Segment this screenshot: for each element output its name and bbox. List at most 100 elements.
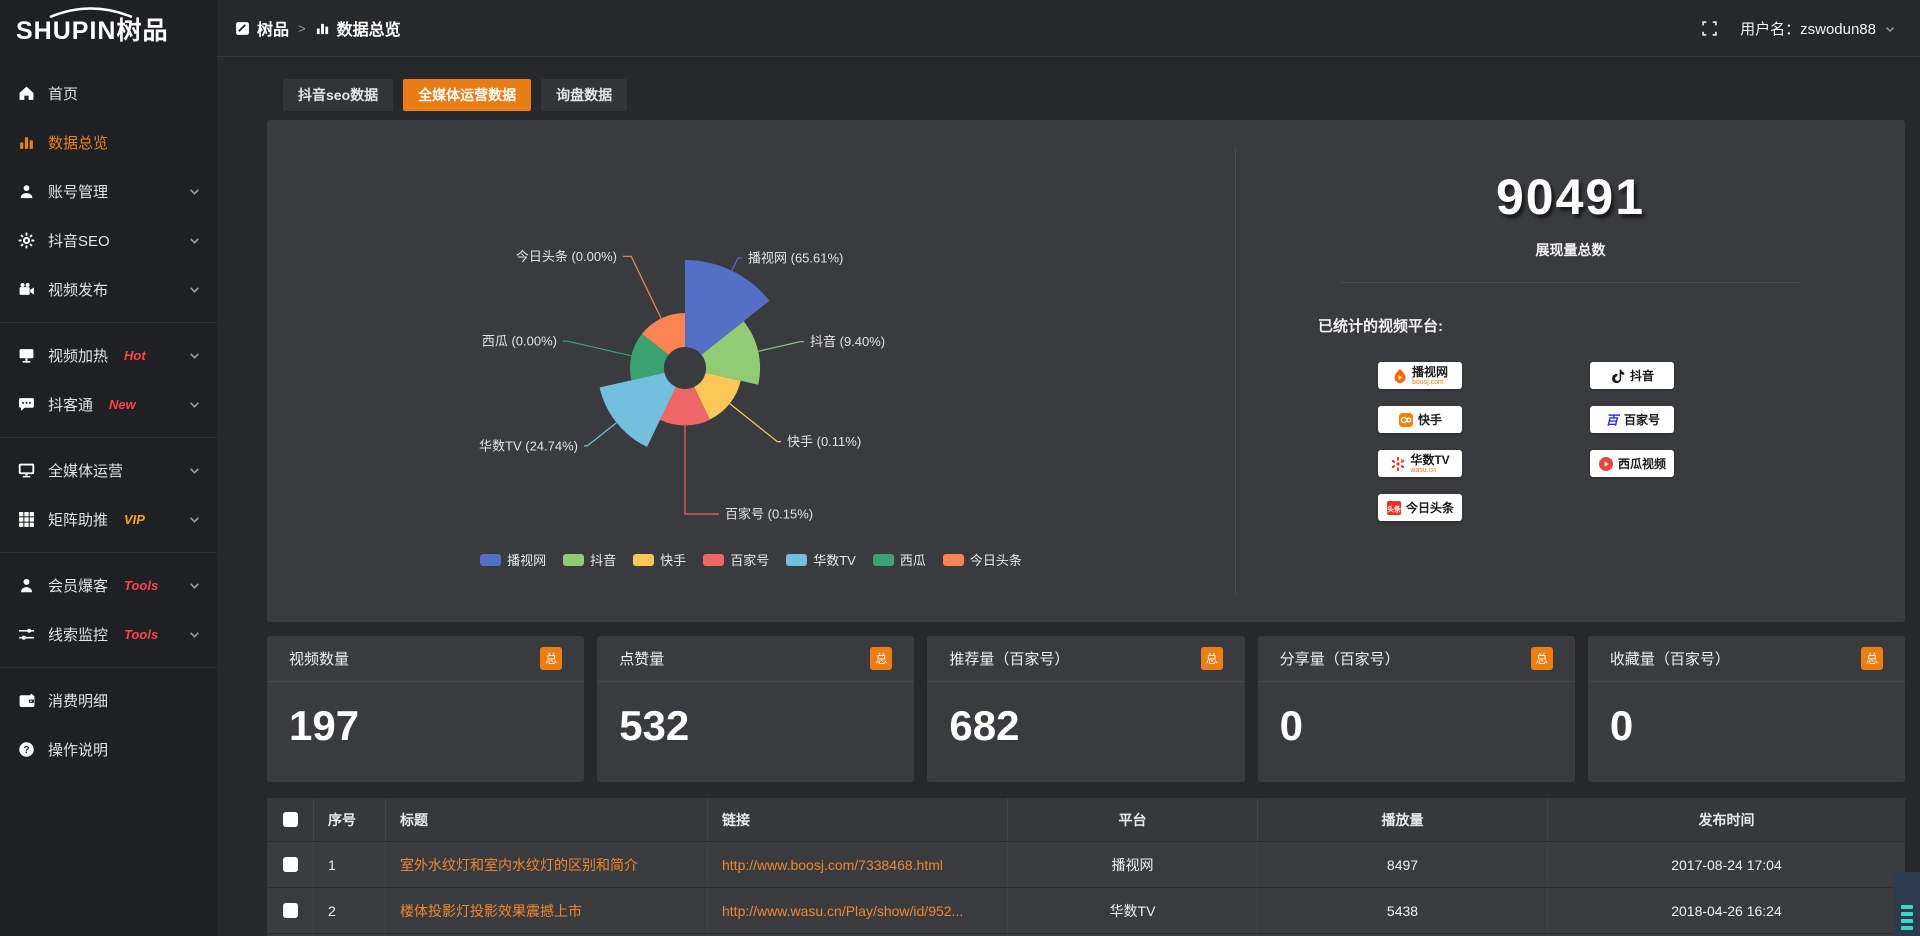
legend-swatch	[872, 553, 894, 566]
pie-slice-播视网[interactable]	[685, 260, 770, 355]
username-label: 用户名：zswodun88	[1740, 20, 1876, 38]
total-badge: 总	[540, 647, 563, 670]
stat-card-value: 0	[1279, 702, 1303, 749]
platform-badge-西瓜视频: 西瓜视频	[1590, 450, 1674, 477]
pie-label-line	[684, 425, 719, 515]
legend-item-播视网[interactable]: 播视网	[480, 550, 546, 569]
chevron-down-icon	[188, 513, 201, 526]
breadcrumb-item-current[interactable]: 数据总览	[336, 22, 401, 39]
pie-slice-西瓜[interactable]	[630, 333, 669, 381]
platform-name: 播视网	[1411, 364, 1448, 379]
legend-item-华数TV[interactable]: 华数TV	[786, 550, 856, 569]
user-icon	[18, 183, 35, 200]
sidebar-item-tag: Tools	[124, 578, 159, 593]
stat-card-收藏量（百家号）: 收藏量（百家号） 总 0	[1587, 636, 1906, 782]
video-url-link[interactable]: http://www.wasu.cn/Play/show/id/952...	[722, 902, 964, 919]
total-badge: 总	[1200, 647, 1223, 670]
sidebar-item-视频发布[interactable]: 视频发布	[0, 265, 217, 314]
pie-slice-今日头条[interactable]	[642, 313, 685, 355]
row-select-cell	[267, 888, 313, 933]
table-row-partial	[267, 933, 1905, 936]
select-all-cell	[267, 798, 313, 841]
row-checkbox[interactable]	[282, 903, 298, 918]
customer-service-widget[interactable]	[1894, 872, 1920, 936]
cell	[385, 934, 707, 936]
sidebar-item-会员爆客[interactable]: 会员爆客 Tools	[0, 561, 217, 610]
pie-slice-抖音[interactable]	[701, 321, 761, 385]
chevron-down-icon	[188, 464, 201, 477]
legend-item-百家号[interactable]: 百家号	[703, 550, 769, 569]
platform-subtext: wasu.cn	[1410, 466, 1437, 474]
sidebar-item-label: 线索监控	[48, 627, 109, 644]
wallet-icon	[18, 692, 35, 709]
tab-询盘数据[interactable]: 询盘数据	[541, 79, 628, 111]
pie-slice-华数TV[interactable]	[599, 372, 676, 447]
sidebar-item-视频加热[interactable]: 视频加热 Hot	[0, 331, 217, 380]
legend-label: 今日头条	[969, 553, 1022, 568]
platform-badge-今日头条: 头条 今日头条	[1378, 494, 1462, 521]
platform-name: 今日头条	[1405, 500, 1454, 515]
legend-label: 西瓜	[899, 553, 926, 568]
legend-item-今日头条[interactable]: 今日头条	[942, 550, 1022, 569]
pie-slice-快手[interactable]	[694, 372, 741, 420]
sidebar-item-消费明细[interactable]: 消费明细	[0, 676, 217, 725]
sidebar-item-矩阵助推[interactable]: 矩阵助推 VIP	[0, 495, 217, 544]
legend-swatch	[563, 553, 585, 566]
svg-text:百: 百	[1606, 413, 1620, 427]
rose-chart: 播视网 (65.61%) 抖音 (9.40%) 快手 (0.11%) 百家号 (0.1…	[267, 120, 1235, 622]
sidebar-item-抖音SEO[interactable]: 抖音SEO	[0, 216, 217, 265]
video-title-link[interactable]: 楼体投影灯投影效果震撼上市	[400, 902, 582, 919]
video-title-link[interactable]: 室外水纹灯和室内水纹灯的区别和简介	[400, 856, 638, 873]
pie-label: 今日头条 (0.00%)	[516, 249, 617, 264]
sidebar-item-数据总览[interactable]: 数据总览	[0, 118, 217, 167]
pie-label: 西瓜 (0.00%)	[482, 334, 557, 349]
column-header-平台: 平台	[1007, 798, 1257, 841]
stat-card-header: 推荐量（百家号） 总	[927, 636, 1245, 682]
pie-label-line	[729, 403, 781, 443]
chart-legend: 播视网 抖音 快手 百家号 华数TV 西瓜 今日头条	[267, 550, 1235, 569]
chevron-down-icon	[188, 628, 201, 641]
table-row: 1 室外水纹灯和室内水纹灯的区别和简介 http://www.boosj.com/7…	[267, 841, 1905, 887]
chart-panel: 播视网 (65.61%) 抖音 (9.40%) 快手 (0.11%) 百家号 (0.1…	[267, 120, 1905, 622]
stat-card-header: 收藏量（百家号） 总	[1587, 636, 1906, 682]
home-icon	[18, 85, 35, 102]
legend-item-西瓜[interactable]: 西瓜	[872, 550, 926, 569]
video-url-link[interactable]: http://www.boosj.com/7338468.html	[722, 856, 944, 873]
fullscreen-icon[interactable]	[1701, 20, 1718, 37]
user-menu[interactable]: 用户名：zswodun88	[1740, 18, 1896, 39]
select-all-checkbox[interactable]	[282, 812, 298, 827]
pie-label-line	[758, 341, 804, 352]
breadcrumb-item-home[interactable]: 树品	[257, 22, 290, 39]
sidebar-item-全媒体运营[interactable]: 全媒体运营	[0, 446, 217, 495]
legend-label: 华数TV	[813, 553, 856, 568]
breadcrumb-separator: >	[298, 20, 306, 36]
platform-badge-百家号: 百百家号	[1590, 406, 1674, 433]
tab-全媒体运营数据[interactable]: 全媒体运营数据	[403, 79, 532, 111]
tab-抖音seo数据[interactable]: 抖音seo数据	[283, 79, 394, 111]
screen-icon	[18, 347, 35, 364]
stat-card-value: 532	[619, 702, 690, 749]
sidebar-item-label: 视频加热	[48, 348, 109, 365]
legend-item-快手[interactable]: 快手	[633, 550, 686, 569]
stat-card-header: 分享量（百家号） 总	[1257, 636, 1575, 682]
platform-subtext: boosj.com	[1411, 378, 1444, 386]
stat-card-title: 收藏量（百家号）	[1609, 651, 1730, 668]
sidebar-item-账号管理[interactable]: 账号管理	[0, 167, 217, 216]
legend-item-抖音[interactable]: 抖音	[563, 550, 616, 569]
platform-badge-播视网: 播视网 boosj.com	[1378, 362, 1462, 389]
sidebar-item-tag: VIP	[124, 512, 145, 527]
pie-slice-百家号[interactable]	[660, 386, 710, 426]
sidebar-item-label: 抖客通	[48, 397, 94, 414]
app-logo[interactable]: SHUPIN树品	[0, 0, 217, 57]
chevron-down-icon	[188, 283, 201, 296]
pie-label-line	[563, 340, 632, 357]
sidebar-item-抖客通[interactable]: 抖客通 New	[0, 380, 217, 429]
sidebar-item-首页[interactable]: 首页	[0, 69, 217, 118]
sidebar-item-线索监控[interactable]: 线索监控 Tools	[0, 610, 217, 659]
platform-column: 播视网 boosj.com 快手 华数TV wasu.cn 头条 今日头条	[1378, 362, 1462, 521]
row-checkbox[interactable]	[282, 857, 298, 872]
sidebar-item-label: 消费明细	[48, 693, 109, 710]
help-icon: ?	[18, 741, 35, 758]
sidebar-item-操作说明[interactable]: ? 操作说明	[0, 725, 217, 774]
